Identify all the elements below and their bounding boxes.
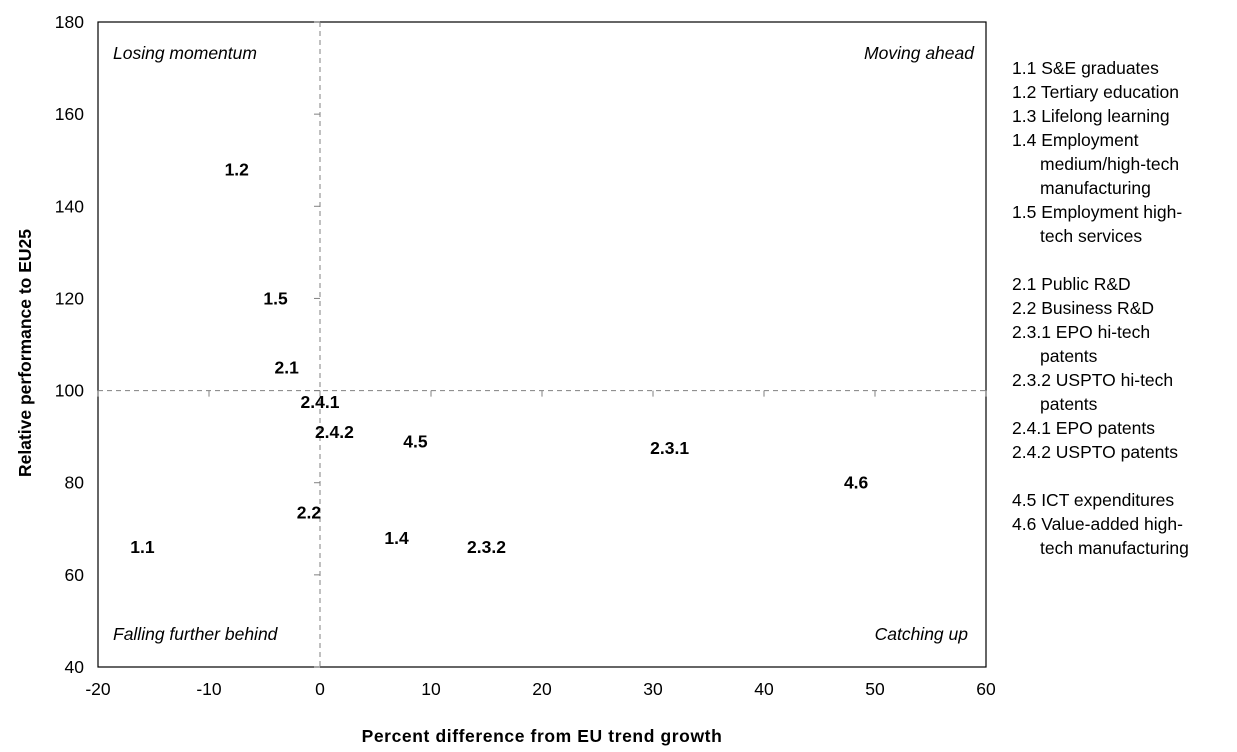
y-tick-label: 140: [55, 196, 84, 216]
legend-item-continuation: medium/high-tech: [1040, 154, 1180, 174]
x-tick-label: -20: [85, 679, 111, 699]
data-point-label: 2.2: [297, 503, 322, 523]
legend-item-label: 2.4.1 EPO patents: [1012, 418, 1156, 438]
x-tick-label: 10: [421, 679, 441, 699]
legend-item: 2.1 Public R&D: [1012, 272, 1234, 296]
y-axis: 40 60 80 100 120 140 160 180: [55, 12, 320, 677]
legend-item-label: 2.3.1 EPO hi-tech: [1012, 322, 1151, 342]
legend-item-label: 4.5 ICT expenditures: [1012, 490, 1175, 510]
x-axis-title: Percent difference from EU trend growth: [362, 726, 723, 746]
x-tick-label: 30: [643, 679, 663, 699]
data-point-label: 2.3.2: [467, 537, 506, 557]
data-point-label: 1.5: [263, 288, 288, 308]
x-tick-label: -10: [196, 679, 222, 699]
plot-border: [97, 21, 987, 668]
legend-item-label: 2.3.2 USPTO hi-tech: [1012, 370, 1174, 390]
data-point-label: 2.1: [275, 358, 300, 378]
data-point-label: 4.6: [844, 473, 869, 493]
legend-item-label: 1.5 Employment high-: [1012, 202, 1183, 222]
y-tick-label: 120: [55, 288, 84, 308]
legend-item-continuation: tech services: [1040, 226, 1143, 246]
legend-item: 2.2 Business R&D: [1012, 296, 1234, 320]
legend-item-label: 2.2 Business R&D: [1012, 298, 1155, 318]
x-tick-label: 50: [865, 679, 885, 699]
x-tick-label: 40: [754, 679, 774, 699]
legend-gap: [1012, 464, 1234, 488]
quadrant-label-top-left: Losing momentum: [113, 43, 257, 63]
legend-gap: [1012, 248, 1234, 272]
data-point-label: 1.2: [225, 159, 250, 179]
data-point-label: 1.1: [130, 537, 155, 557]
legend-item-label: 2.1 Public R&D: [1012, 274, 1131, 294]
x-tick-label: 0: [315, 679, 325, 699]
legend-item: 4.6 Value-added high-tech manufacturing: [1012, 512, 1234, 560]
data-point-label: 2.3.1: [650, 438, 689, 458]
y-tick-label: 160: [55, 104, 84, 124]
legend-item-label: 4.6 Value-added high-: [1012, 514, 1183, 534]
y-axis-title: Relative performance to EU25: [15, 229, 35, 477]
quadrant-labels: Losing momentum Moving ahead Falling fur…: [113, 43, 975, 644]
quadrant-label-bottom-right: Catching up: [875, 624, 969, 644]
legend-item-label: 1.4 Employment: [1012, 130, 1139, 150]
legend-item: 2.3.2 USPTO hi-tech patents: [1012, 368, 1234, 416]
y-tick-label: 100: [55, 381, 84, 401]
legend-item-label: 1.2 Tertiary education: [1012, 82, 1180, 102]
legend-item-label: 1.3 Lifelong learning: [1012, 106, 1170, 126]
quadrant-label-bottom-left: Falling further behind: [113, 624, 279, 644]
reference-lines: [98, 22, 986, 667]
x-tick-label: 60: [976, 679, 996, 699]
y-tick-label: 60: [65, 565, 85, 585]
legend-item-label: 2.4.2 USPTO patents: [1012, 442, 1179, 462]
y-tick-label: 180: [55, 12, 84, 32]
legend-item: 2.3.1 EPO hi-tech patents: [1012, 320, 1234, 368]
legend-item: 1.1 S&E graduates: [1012, 56, 1234, 80]
legend-item-continuation: tech manufacturing: [1040, 538, 1189, 558]
data-point-label: 2.4.1: [301, 392, 340, 412]
plot-area: [97, 21, 987, 668]
data-point-label: 1.4: [384, 528, 409, 548]
quadrant-label-top-right: Moving ahead: [864, 43, 975, 63]
y-tick-label: 80: [65, 473, 85, 493]
legend-item: 2.4.2 USPTO patents: [1012, 440, 1234, 464]
legend-item: 2.4.1 EPO patents: [1012, 416, 1234, 440]
legend-item: 1.4 Employment medium/high-tech manufactur…: [1012, 128, 1234, 200]
legend-item-label: 1.1 S&E graduates: [1012, 58, 1159, 78]
legend-item: 4.5 ICT expenditures: [1012, 488, 1234, 512]
legend-item-continuation: manufacturing: [1040, 178, 1151, 198]
data-points: 1.1 1.2 1.5 2.12.4.1 2.4.2 2.2 4.5 1.4 2.3.2 2.3.…: [130, 159, 868, 557]
data-point-label: 2.4.2: [315, 422, 354, 442]
data-point-label: 4.5: [403, 431, 428, 451]
legend-item-continuation: patents: [1040, 394, 1098, 414]
x-tick-label: 20: [532, 679, 552, 699]
legend-item: 1.5 Employment high-tech services: [1012, 200, 1234, 248]
legend-item: 1.2 Tertiary education: [1012, 80, 1234, 104]
legend-item: 1.3 Lifelong learning: [1012, 104, 1234, 128]
y-tick-label: 40: [65, 657, 85, 677]
x-axis: -20 -10 0 10 20 30 40 50 60: [85, 390, 996, 699]
legend: 1.1 S&E graduates 1.2 Tertiary education 1…: [1012, 56, 1234, 560]
legend-item-continuation: patents: [1040, 346, 1098, 366]
